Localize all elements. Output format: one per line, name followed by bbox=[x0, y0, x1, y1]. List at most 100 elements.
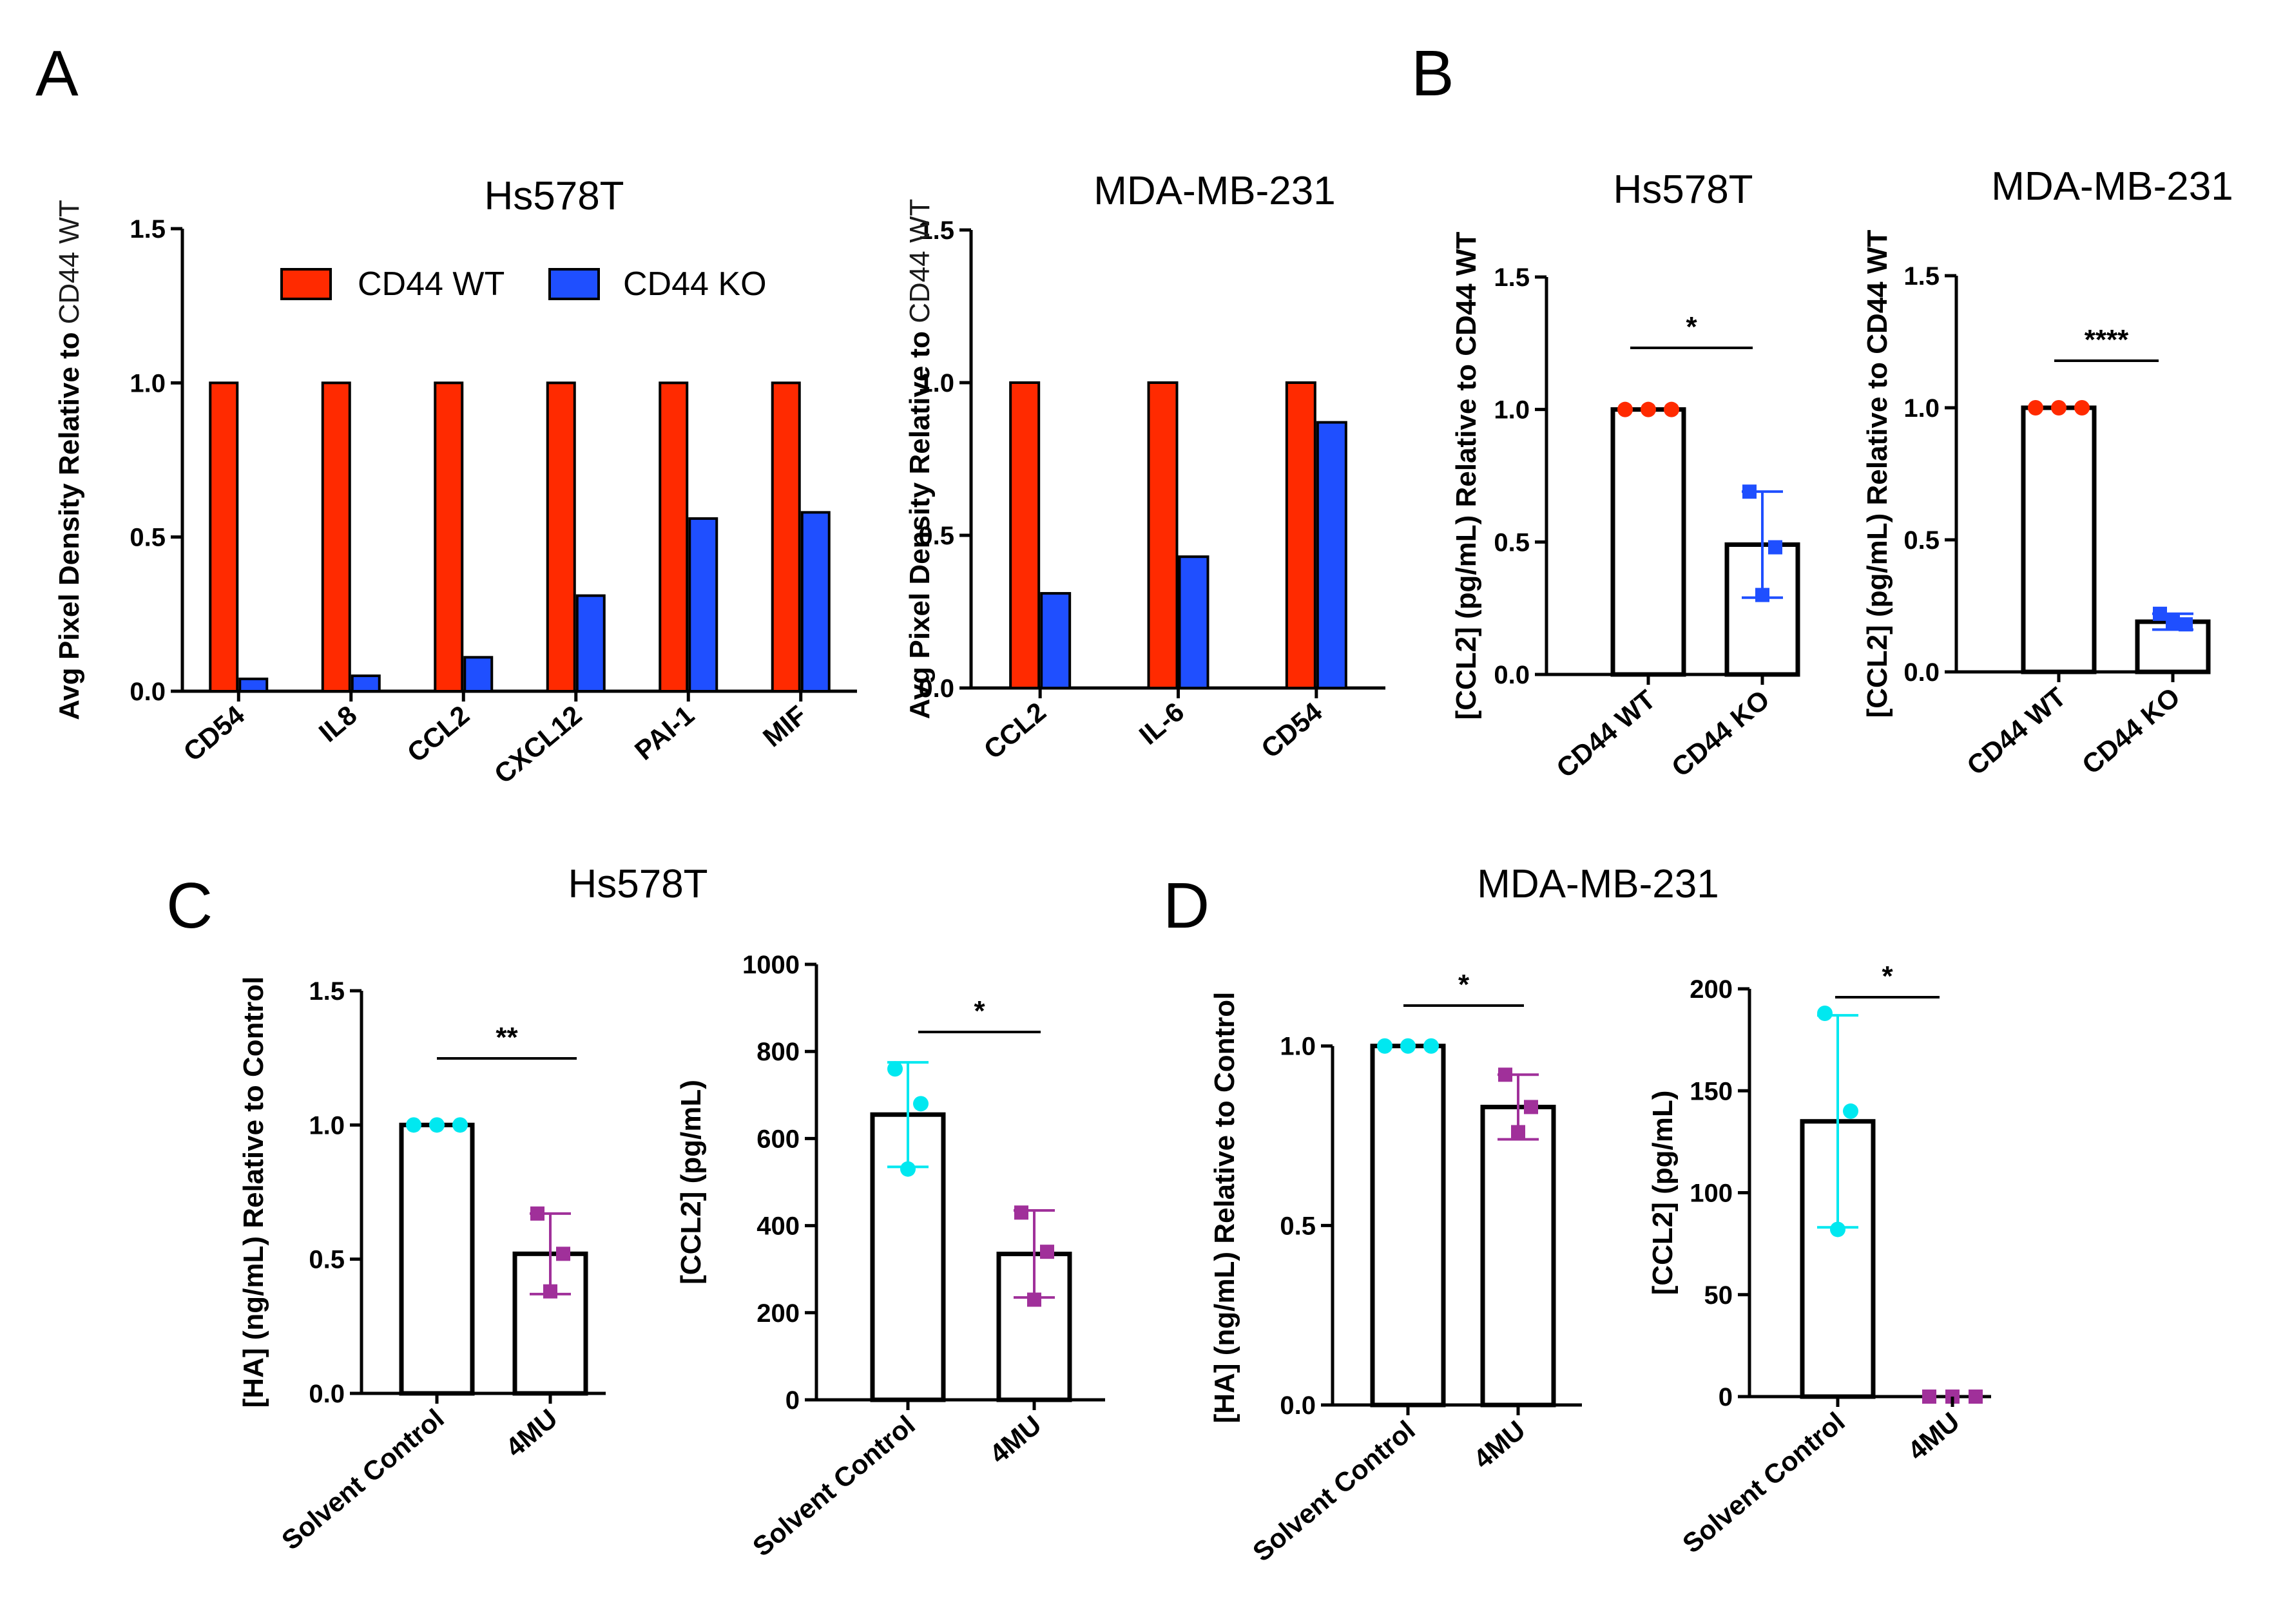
chart-b2-xtick-label-0: CD44 WT bbox=[1961, 682, 2072, 781]
chart-d1-sig-label: * bbox=[1458, 969, 1470, 1000]
chart-a1-bar-cd44-ko-0 bbox=[238, 677, 269, 693]
chart-b2-point-0-0 bbox=[2028, 400, 2043, 416]
chart-a1-ytick-label-3: 1.5 bbox=[130, 215, 166, 244]
chart-a1-legend-label-ko: CD44 KO bbox=[623, 265, 767, 303]
chart-c2: 0 200 400 600 800 1000 [CCL2] (pg/mL) Solvent C… bbox=[675, 951, 1105, 1562]
chart-b1-point-0-1 bbox=[1641, 401, 1656, 417]
chart-b1-ytick-label-1: 0.5 bbox=[1494, 528, 1530, 557]
panel-letter-c: C bbox=[166, 870, 213, 942]
chart-c1-point-0-0 bbox=[406, 1117, 421, 1133]
panel-letter-b: B bbox=[1411, 37, 1454, 110]
chart-d2-ytick-label-4: 200 bbox=[1690, 975, 1733, 1004]
chart-c2-point-1-0 bbox=[1014, 1205, 1028, 1220]
chart-c2-ytick-label-5: 1000 bbox=[742, 951, 800, 979]
chart-b1-xtick-label-1: CD44 KO bbox=[1666, 684, 1775, 783]
chart-b1: Hs578T 0.0 0.5 1.0 1.5 [CCL2] (pg/mL) Relativ… bbox=[1450, 167, 1800, 783]
chart-a1-legend: CD44 WT CD44 KO bbox=[280, 265, 767, 303]
chart-a1-ytick-label-0: 0.0 bbox=[130, 678, 166, 706]
chart-d1-point-0-0 bbox=[1377, 1038, 1392, 1054]
chart-a1-bar-cd44-wt-0 bbox=[209, 381, 239, 693]
chart-d2-xtick-label-1: 4MU bbox=[1902, 1406, 1965, 1466]
group-title-d: MDA-MB-231 bbox=[1477, 862, 1719, 906]
chart-b1-ytick-label-0: 0.0 bbox=[1494, 661, 1530, 689]
chart-b2-bar-0 bbox=[2021, 405, 2097, 674]
chart-b1-point-1-2 bbox=[1755, 588, 1769, 602]
chart-a1-xtick-label-0: CD54 bbox=[178, 699, 251, 767]
chart-a1-xtick-label-3: CXCL12 bbox=[488, 700, 588, 790]
panel-letter-a: A bbox=[35, 37, 79, 110]
chart-d2-point-0-1 bbox=[1843, 1103, 1858, 1119]
chart-a1-bar-cd44-ko-5 bbox=[800, 511, 831, 693]
chart-d2-ytick-label-1: 50 bbox=[1704, 1281, 1733, 1310]
chart-a2-ylabel-tail: CD44 WT bbox=[904, 199, 936, 323]
chart-c1-bar-0 bbox=[399, 1122, 475, 1396]
chart-a2-bar-cd44-ko-2 bbox=[1316, 421, 1347, 689]
chart-a1-ytick-label-2: 1.0 bbox=[130, 369, 166, 397]
chart-a2-xtick-label-1: IL-6 bbox=[1133, 696, 1190, 750]
chart-a1-ylabel-main: Avg Pixel Density Relative to bbox=[53, 324, 85, 720]
group-title-c: Hs578T bbox=[568, 862, 708, 906]
chart-b2-point-0-1 bbox=[2051, 400, 2066, 416]
chart-d1-bar-0 bbox=[1370, 1044, 1446, 1408]
chart-d1-point-1-0 bbox=[1498, 1067, 1512, 1082]
chart-c1-sig-label: ** bbox=[496, 1022, 518, 1053]
chart-c1-ytick-label-3: 1.5 bbox=[309, 977, 345, 1006]
chart-a1-title: Hs578T bbox=[484, 174, 624, 218]
chart-c1-xtick-label-0: Solvent Control bbox=[276, 1403, 450, 1556]
chart-c2-ytick-label-1: 200 bbox=[756, 1299, 800, 1328]
chart-a2-xtick-label-0: CCL2 bbox=[978, 696, 1052, 765]
chart-c1-point-1-1 bbox=[556, 1247, 570, 1261]
chart-d2-ytick-label-2: 100 bbox=[1690, 1180, 1733, 1208]
chart-c1-point-0-2 bbox=[452, 1117, 468, 1133]
chart-b1-title: Hs578T bbox=[1613, 167, 1753, 212]
chart-c1-point-1-2 bbox=[543, 1284, 557, 1299]
chart-b1-point-1-0 bbox=[1742, 484, 1757, 499]
chart-a2-ylabel: Avg Pixel Density Relative to CD44 WT bbox=[904, 199, 936, 720]
chart-d2-ytick-label-3: 150 bbox=[1690, 1077, 1733, 1105]
chart-d1-point-0-2 bbox=[1423, 1038, 1439, 1054]
chart-c1-ytick-label-2: 1.0 bbox=[309, 1111, 345, 1140]
chart-a1-legend-swatch-wt bbox=[280, 268, 332, 300]
chart-a1-bar-cd44-ko-3 bbox=[575, 594, 606, 693]
chart-b1-ytick-label-3: 1.5 bbox=[1494, 263, 1530, 292]
chart-d1-point-1-1 bbox=[1524, 1100, 1538, 1114]
chart-d1-ytick-label-0: 0.0 bbox=[1280, 1391, 1316, 1420]
chart-a1-ylabel-tail: CD44 WT bbox=[53, 200, 85, 324]
chart-c2-point-0-0 bbox=[887, 1061, 903, 1077]
chart-b2-ytick-label-2: 1.0 bbox=[1903, 394, 1940, 423]
chart-d1-bar-1 bbox=[1480, 1104, 1556, 1408]
chart-d1-point-0-1 bbox=[1400, 1038, 1416, 1054]
chart-d1-ytick-label-2: 1.0 bbox=[1280, 1033, 1316, 1061]
chart-a2-title: MDA-MB-231 bbox=[1093, 169, 1336, 213]
chart-b1-ytick-label-2: 1.0 bbox=[1494, 396, 1530, 425]
chart-a1: Hs578T 0.0 0.5 1.0 1.5 Avg Pixel Density Rela… bbox=[53, 174, 857, 789]
chart-d2-sig-label: * bbox=[1882, 960, 1893, 992]
chart-a1-legend-label-wt: CD44 WT bbox=[358, 265, 505, 303]
chart-d2-ylabel: [CCL2] (pg/mL) bbox=[1647, 1091, 1679, 1295]
chart-a1-ytick-label-1: 0.5 bbox=[130, 524, 166, 552]
panel-letter-d: D bbox=[1163, 870, 1209, 942]
chart-a2-ylabel-main: Avg Pixel Density Relative to bbox=[904, 323, 936, 720]
chart-d1-xtick-label-1: 4MU bbox=[1468, 1415, 1531, 1475]
chart-c1-ytick-label-0: 0.0 bbox=[309, 1380, 345, 1408]
chart-d1-xtick-label-0: Solvent Control bbox=[1247, 1415, 1421, 1567]
chart-b2-sig-label: **** bbox=[2085, 324, 2129, 356]
chart-b2-xtick-label-1: CD44 KO bbox=[2076, 682, 2186, 780]
chart-d2-point-0-0 bbox=[1817, 1005, 1833, 1021]
chart-b1-point-0-2 bbox=[1664, 401, 1679, 417]
chart-c2-point-0-1 bbox=[913, 1096, 929, 1112]
chart-a1-legend-swatch-ko bbox=[548, 268, 600, 300]
chart-b2-ytick-label-1: 0.5 bbox=[1903, 526, 1940, 555]
chart-c2-xtick-label-1: 4MU bbox=[984, 1409, 1047, 1469]
chart-a1-xtick-label-1: IL8 bbox=[313, 700, 363, 748]
chart-c1-ytick-label-1: 0.5 bbox=[309, 1246, 345, 1274]
chart-b2-point-1-2 bbox=[2166, 615, 2180, 629]
chart-a1-bar-cd44-wt-1 bbox=[321, 381, 351, 693]
chart-c1-xtick-label-1: 4MU bbox=[500, 1403, 563, 1463]
chart-c1-point-1-0 bbox=[530, 1206, 544, 1221]
chart-b2-ytick-label-0: 0.0 bbox=[1903, 658, 1940, 687]
chart-d1-ytick-label-1: 0.5 bbox=[1280, 1212, 1316, 1240]
chart-c2-point-1-1 bbox=[1040, 1245, 1054, 1259]
chart-a2-xtick-label-2: CD54 bbox=[1255, 696, 1328, 763]
